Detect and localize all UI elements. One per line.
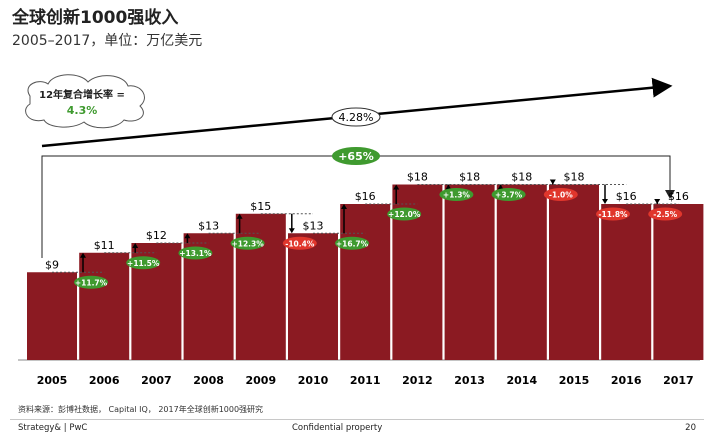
change-pill-7 [387, 207, 422, 221]
change-pill-3 [178, 246, 213, 260]
change-arrowhead-11 [602, 199, 608, 204]
bar-2011 [340, 204, 391, 360]
x-tick-2010: 2010 [298, 374, 329, 387]
change-label-6: +16.7% [336, 239, 369, 248]
value-label-2014: $18 [511, 171, 532, 184]
change-arrowhead-4 [236, 213, 243, 219]
change-label-11: -11.8% [598, 210, 628, 219]
change-label-10: -1.0% [549, 191, 573, 200]
change-label-7: +12.0% [388, 210, 421, 219]
bar-2017 [653, 204, 704, 360]
total-growth-bubble [332, 147, 380, 165]
value-label-2010: $13 [303, 219, 324, 232]
chart-subtitle: 2005–2017，单位：万亿美元 [12, 33, 203, 49]
x-tick-2012: 2012 [402, 374, 433, 387]
value-label-2012: $18 [407, 171, 428, 184]
value-label-2008: $13 [198, 219, 219, 232]
trend-label: 4.28% [339, 111, 374, 124]
value-label-2011: $16 [355, 190, 376, 203]
chart-title: 全球创新1000强收入 [12, 8, 179, 28]
value-label-2013: $18 [459, 171, 480, 184]
change-pill-5 [282, 236, 317, 250]
x-tick-2008: 2008 [193, 374, 224, 387]
change-pill-1 [74, 275, 108, 289]
x-tick-2005: 2005 [37, 374, 68, 387]
change-arrowhead-6 [341, 204, 347, 209]
value-label-2005: $9 [45, 258, 59, 271]
change-label-12: -2.5% [653, 210, 677, 219]
bar-2010 [288, 233, 338, 360]
change-label-3: +13.1% [179, 249, 212, 258]
cagr-cloud-shape [25, 74, 145, 129]
x-tick-2014: 2014 [506, 374, 537, 387]
total-growth-label: +65% [338, 150, 374, 163]
change-pill-2 [126, 256, 161, 270]
change-arrowhead-3 [184, 233, 191, 239]
change-arrowhead-7 [393, 184, 400, 190]
change-arrowhead-5 [288, 228, 295, 234]
footer-confidential: Confidential property [292, 423, 383, 433]
bar-2013 [444, 184, 495, 360]
value-label-2015: $18 [564, 171, 585, 184]
change-pill-8 [439, 188, 474, 201]
change-arrowhead-8 [445, 184, 452, 190]
change-arrowhead-2 [132, 243, 139, 248]
change-label-8: +1.3% [443, 191, 471, 200]
change-pill-6 [335, 236, 369, 250]
change-label-4: +12.3% [231, 239, 264, 248]
x-tick-2017: 2017 [663, 374, 694, 387]
change-pill-9 [491, 188, 526, 201]
change-arrowhead-9 [497, 184, 504, 190]
change-arrowhead-10 [549, 179, 556, 185]
change-label-9: +3.7% [495, 191, 523, 200]
x-tick-2006: 2006 [89, 374, 120, 387]
bar-2009 [235, 213, 286, 360]
bar-2014 [496, 184, 547, 360]
x-tick-2007: 2007 [141, 374, 172, 387]
change-label-2: +11.5% [127, 259, 160, 268]
footer-brand: Strategy& | PwC [18, 423, 88, 433]
change-arrowhead-1 [80, 252, 86, 258]
x-tick-2011: 2011 [350, 374, 381, 387]
bar-2005 [27, 272, 77, 360]
footer-divider [10, 419, 704, 420]
change-label-5: -10.4% [285, 239, 315, 248]
bar-2016 [601, 204, 652, 360]
total-growth-arrowhead [665, 190, 675, 199]
value-label-2016: $16 [616, 190, 637, 203]
x-tick-2013: 2013 [454, 374, 485, 387]
change-arrowhead-12 [654, 199, 661, 204]
value-label-2006: $11 [94, 239, 115, 252]
change-pill-4 [230, 236, 265, 250]
bar-2015 [549, 184, 599, 360]
x-tick-2015: 2015 [559, 374, 590, 387]
value-label-2007: $12 [146, 229, 167, 242]
cagr-value: 4.3% [66, 104, 98, 117]
x-tick-2009: 2009 [245, 374, 276, 387]
cagr-label: 12年复合增长率 = [39, 90, 125, 101]
change-pill-11 [596, 207, 630, 221]
cagr-cloud-text: 12年复合增长率 = 4.3% [22, 88, 142, 118]
page-number: 20 [685, 423, 696, 433]
value-label-2017: $16 [668, 190, 689, 203]
source-note: 资料来源：彭博社数据， Capital IQ， 2017年全球创新1000强研究 [18, 405, 264, 414]
trend-label-bubble [331, 107, 381, 127]
bar-2006 [79, 252, 130, 360]
x-tick-2016: 2016 [611, 374, 642, 387]
change-pill-10 [543, 188, 578, 201]
change-pill-12 [648, 207, 683, 221]
change-label-1: +11.7% [75, 278, 108, 287]
value-label-2009: $15 [250, 200, 271, 213]
